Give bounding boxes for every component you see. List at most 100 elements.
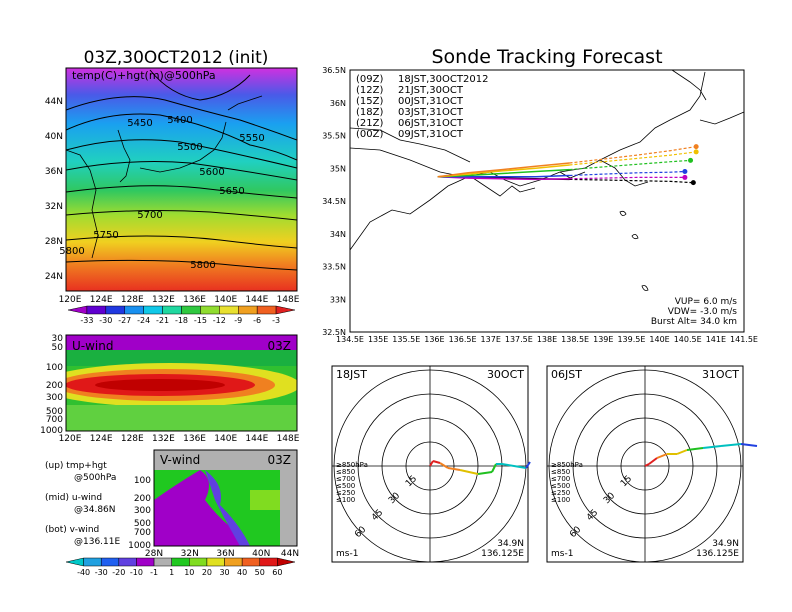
trajectory-descent [569,176,685,180]
balloon-param: VUP= 6.0 m/s [675,297,738,307]
forecast-lon-tick: 136E [424,335,444,344]
hodograph-segment [720,443,742,447]
vwind-p-tick: 500 [134,519,151,529]
hodograph-legend-entry: ≤500 [336,482,355,490]
map-lat-tick: 28N [45,237,63,247]
map-lon-tick: 148E [277,295,300,305]
hodograph-segment [439,462,449,469]
wind-colorbar-swatch [259,557,278,567]
uwind-lon-axis: 120E 124E 128E 132E 136E 140E 144E 148E [59,434,300,444]
forecast-map: 36.5N 36N 35.5N 35N 34.5N 34N 33.5N 33N 32.5N 13… [322,66,758,344]
wind-colorbar-swatch [224,557,243,567]
wind-colorbar-swatch [171,557,190,567]
landing-point [682,169,688,175]
hodograph-segment [702,445,722,449]
hodograph-segment [429,460,434,467]
colorbar-tick: -3 [272,316,280,325]
contour-label: 5650 [219,186,244,197]
trajectory-line [437,164,570,178]
forecast-lon-tick: 135E [368,335,388,344]
forecast-lon-tick: 141.5E [730,335,758,344]
hodograph-segment [686,447,704,451]
landing-point [693,149,699,155]
launch-legend-label: 21JST,30OCT [398,85,464,96]
hodograph-legend-entry: ≤100 [551,496,570,504]
hodograph-segment [491,463,497,473]
legend-note-level: @500hPa [74,473,116,483]
launch-legend-time: (12Z) [356,85,383,96]
hodograph-unit: ms-1 [336,549,358,559]
contour-label: 5600 [199,167,224,178]
hodograph-legend-entry: ≤850 [551,468,570,476]
map-lon-tick: 140E [214,295,237,305]
uwind-p-tick: 700 [46,415,63,425]
forecast-lat-tick: 33.5N [322,263,346,272]
trajectory-line [437,168,570,178]
colorbar-tick: -33 [80,316,93,325]
launch-legend-time: (15Z) [356,96,383,107]
uwind-p-tick: 100 [46,363,63,373]
balloon-param: VDW= -3.0 m/s [668,307,738,317]
vwind-p-tick: 100 [134,476,151,486]
map-lat-tick: 44N [45,97,63,107]
contour-label: 5450 [127,118,152,129]
hodograph-time: 06JST [551,368,582,381]
launch-legend-label: 09JST,31OCT [398,129,464,140]
wind-colorbar-ticks: -40 -30 -20 -10 -1 1 10 20 30 40 50 60 [77,568,282,577]
hodograph-lat: 34.9N [497,539,524,549]
hodograph-segment [676,449,688,455]
colorbar-swatch [200,305,220,315]
colorbar-swatch [162,305,182,315]
temperature-colorbar [67,305,296,315]
wind-colorbar-tick: 20 [202,568,212,577]
hodograph-segment [644,463,650,467]
uwind-lon-tick: 148E [277,434,300,444]
hodograph-date: 31OCT [702,368,739,381]
uwind-lon-tick: 124E [90,434,113,444]
hodograph-time: 18JST [336,368,367,381]
height-contours [66,69,297,271]
forecast-lon-tick: 140.5E [674,335,702,344]
colorbar-swatch [143,305,163,315]
uwind-lon-tick: 120E [59,434,82,444]
contour-label: 5550 [239,133,264,144]
trajectory-descent [569,178,694,184]
map-lat-tick: 24N [45,272,63,282]
contour-label: 5800 [190,260,215,271]
forecast-lat-tick: 35N [330,164,346,173]
launch-legend-time: (21Z) [356,118,383,129]
colorbar-swatch [219,305,239,315]
colorbar-tick: -9 [234,316,242,325]
vwind-lat-tick: 28N [145,549,163,559]
hodograph-legend-entry: ≤100 [336,496,355,504]
forecast-lon-tick: 134.5E [336,335,364,344]
colorbar-swatch [181,305,201,315]
hodograph-legend-entry: ≥850hPa [551,461,583,469]
trajectory-line [437,176,570,181]
hodograph-segment [656,453,668,459]
hodograph-lon: 136.125E [696,549,739,559]
colorbar-swatch [238,305,258,315]
contour-label: 5500 [177,142,202,153]
hodograph-legend-entry: ≤700 [551,475,570,483]
wind-colorbar-tick: 50 [255,568,265,577]
trajectory-descent [569,170,685,177]
vwind-lat-tick: 40N [252,549,270,559]
wind-colorbar-swatch [241,557,261,567]
forecast-lon-tick: 136.5E [449,335,477,344]
forecast-coastlines [349,69,745,291]
legend-note-title: (bot) v-wind [45,525,99,535]
forecast-lat-tick: 36N [330,99,346,108]
uwind-p-tick: 200 [46,381,63,391]
map-inset-label: temp(C)+hgt(m)@500hPa [72,69,216,82]
uwind-label: U-wind [72,339,113,353]
forecast-lat-tick: 34N [330,230,346,239]
launch-legend-time: (09Z) [356,74,383,85]
forecast-lon-tick: 138.5E [561,335,589,344]
hodograph-legend-entry: ≥850hPa [336,461,368,469]
wind-colorbar-tick: 40 [237,568,247,577]
